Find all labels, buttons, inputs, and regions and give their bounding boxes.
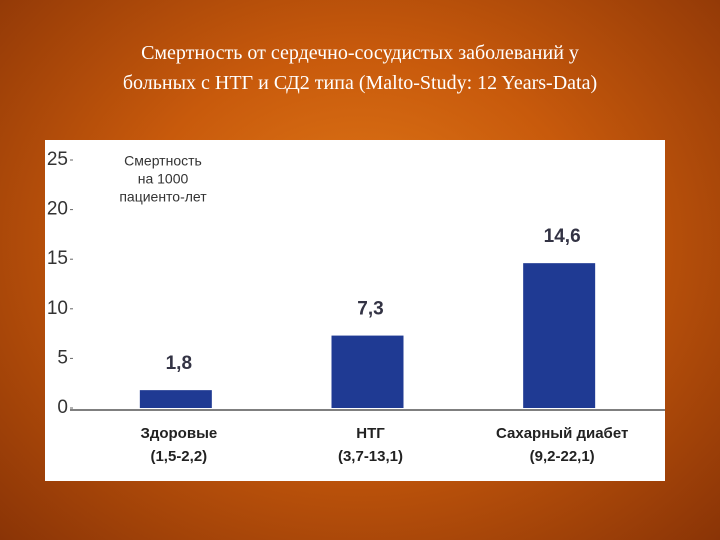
x-tick-label: НТГ [356,425,385,442]
y-tick-label: 15 [47,248,68,269]
y-axis-label: на 1000 [138,171,189,187]
x-tick-range: (3,7-13,1) [338,448,403,465]
bar [331,335,404,408]
title-line: больных с НТГ и СД2 типа (Malto-Study: 1… [122,72,598,94]
value-label: 7,3 [357,299,383,320]
y-tick-label: 25 [47,149,68,170]
title-line: Смертность от сердечно-сосудистых заболе… [141,42,579,64]
x-tick-range: (9,2-22,1) [530,448,595,465]
y-tick-label: 0 [57,397,68,418]
y-tick-label: 20 [47,199,68,220]
y-axis-label: Смертность [124,153,202,169]
y-axis-label: пациенто-лет [119,189,207,205]
x-tick-label: Здоровые [140,425,217,442]
bar [139,390,212,408]
bar [523,263,596,408]
value-label: 14,6 [544,226,581,247]
slide-title: Смертность от сердечно-сосудистых заболе… [0,38,720,98]
value-label: 1,8 [166,353,192,374]
y-tick-label: 10 [47,298,68,319]
y-tick-label: 5 [57,347,68,368]
x-tick-label: Сахарный диабет [496,425,628,442]
x-tick-range: (1,5-2,2) [150,448,207,465]
